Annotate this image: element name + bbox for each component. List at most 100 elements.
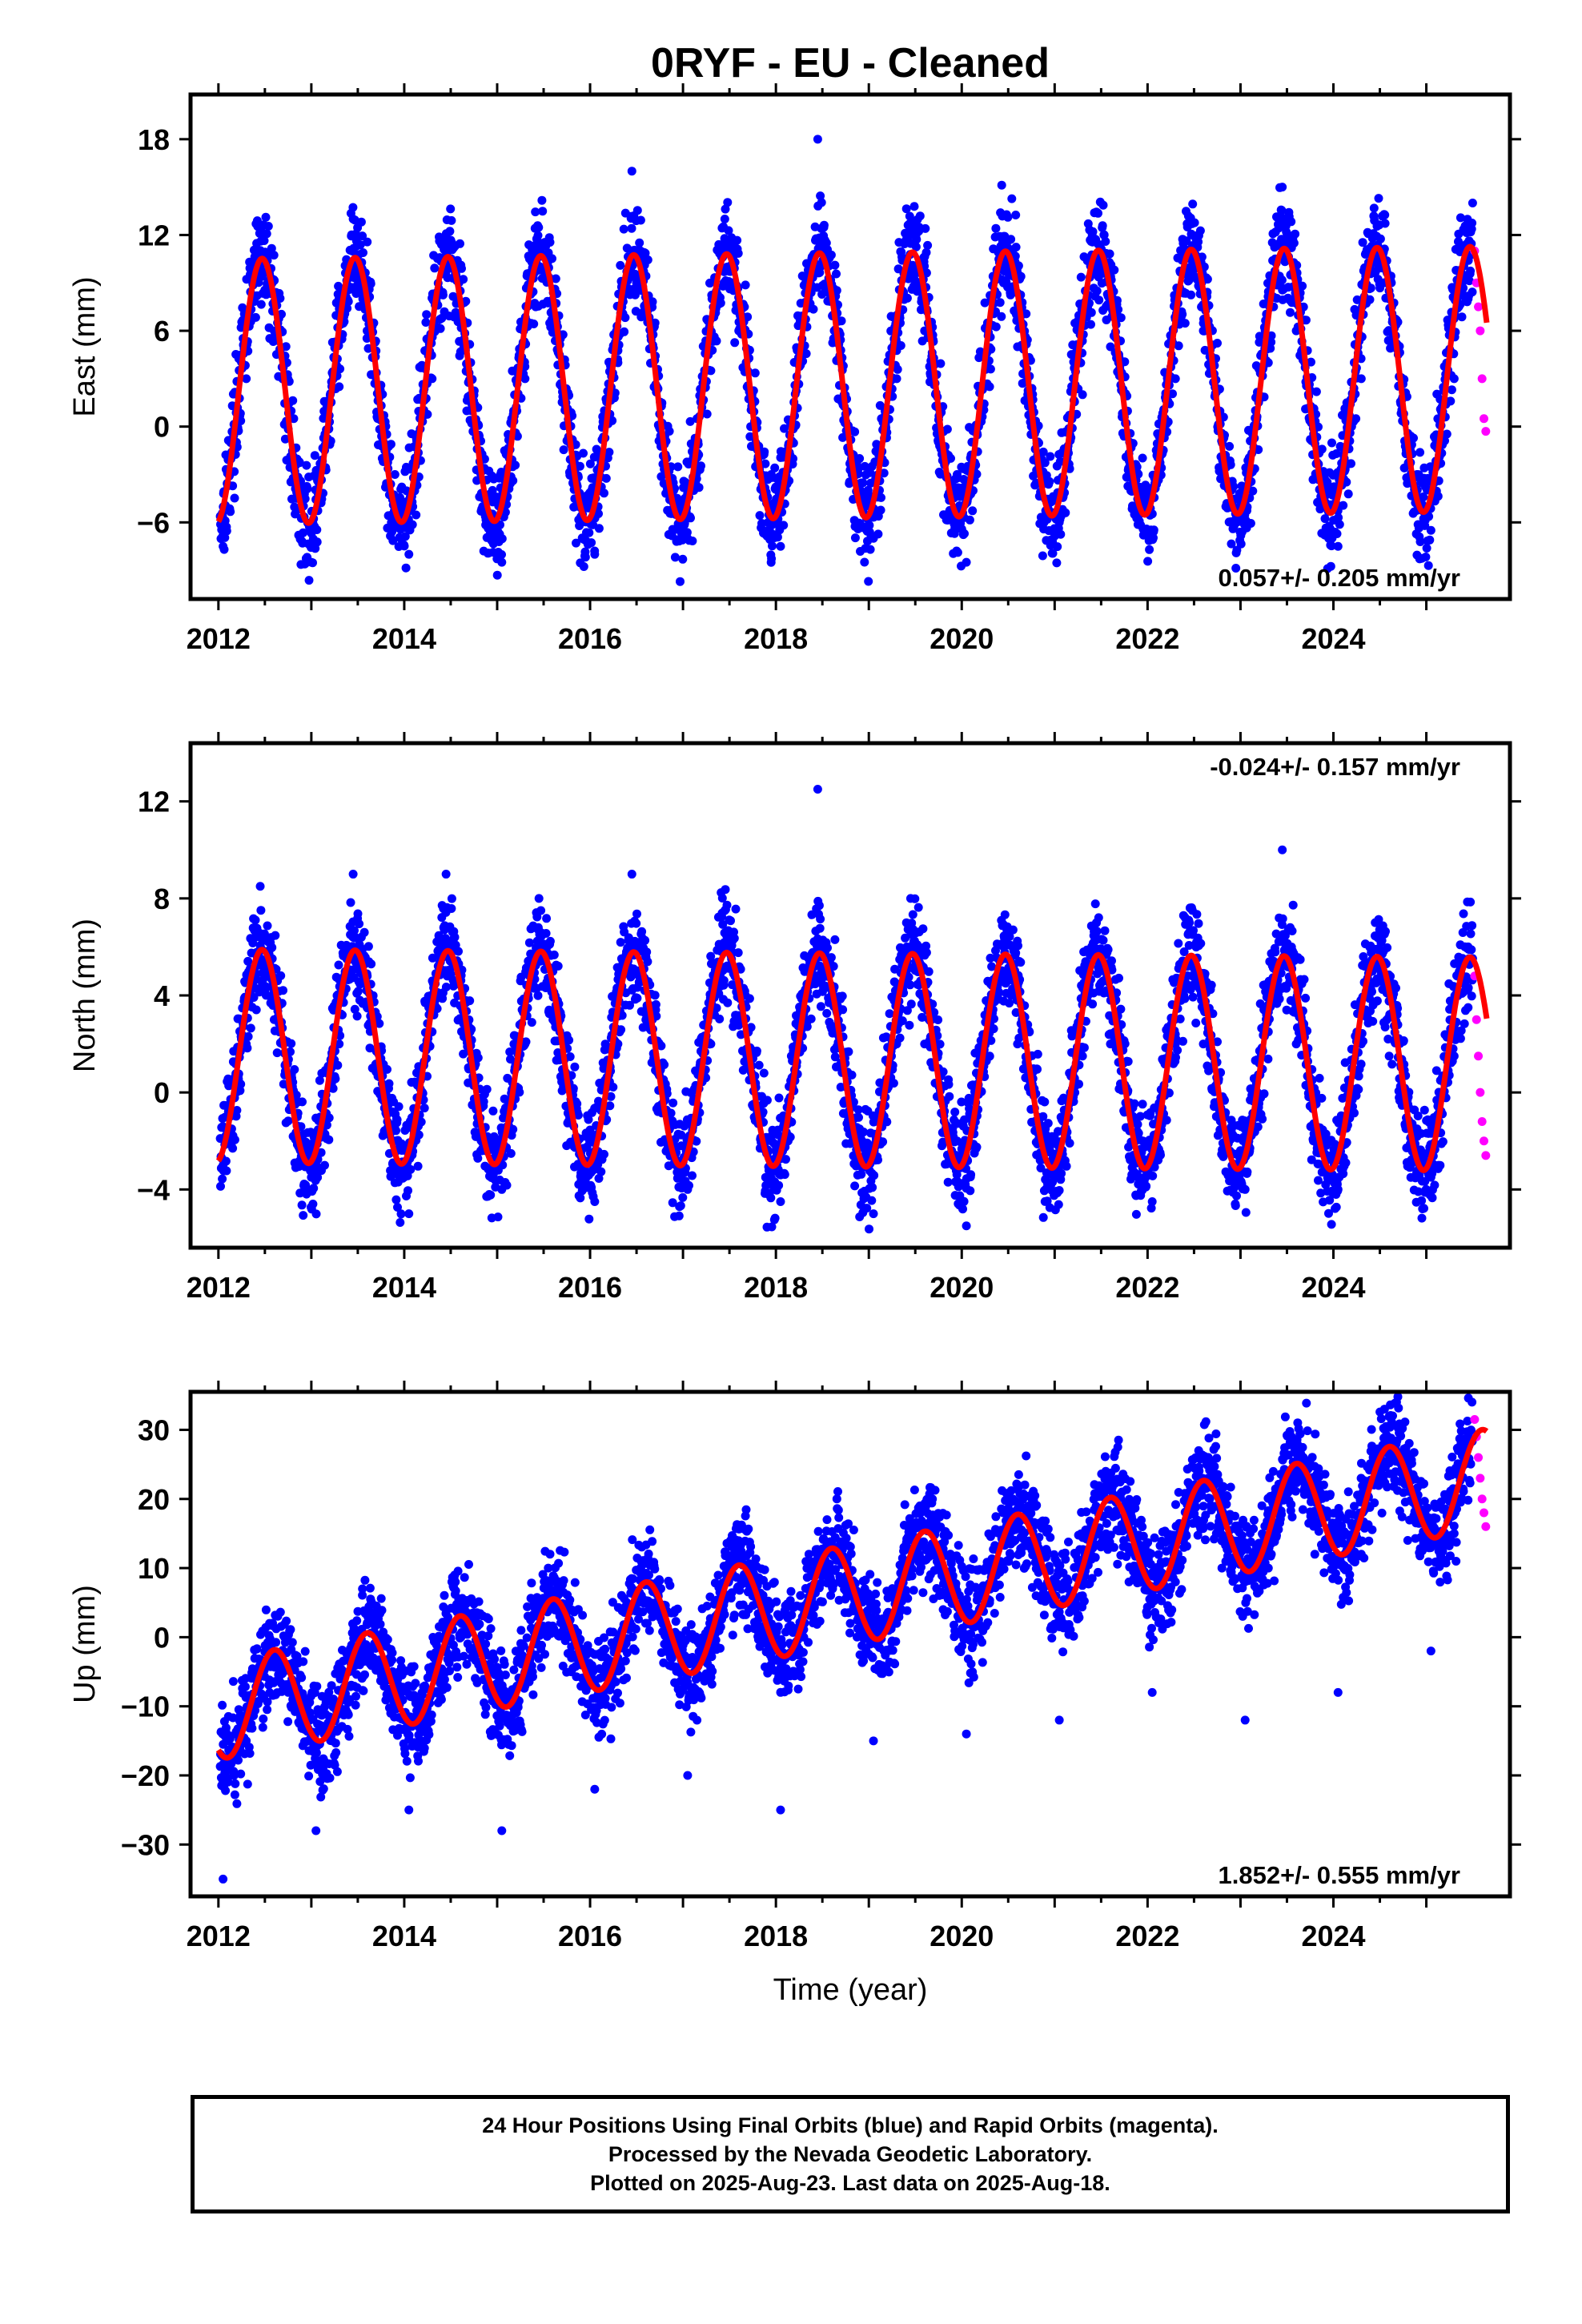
east-final-orbit-point — [1106, 342, 1115, 352]
east-position-point — [312, 525, 322, 534]
east-position-point — [1092, 286, 1102, 296]
east-position-point — [1011, 211, 1021, 219]
north-position-point — [246, 1023, 255, 1033]
north-position-point — [283, 1116, 293, 1126]
east-position-point — [1327, 438, 1336, 448]
east-position-point — [779, 521, 789, 530]
east-position-point — [356, 217, 366, 227]
east-position-point — [579, 448, 588, 458]
east-position-point — [619, 224, 628, 234]
east-position-point — [575, 461, 584, 471]
north-position-point — [355, 919, 364, 929]
east-rapid-orbit-point — [1477, 374, 1487, 384]
east-position-point — [1076, 272, 1086, 282]
east-position-point — [461, 296, 471, 306]
east-final-orbit-point — [1147, 525, 1157, 535]
east-position-point — [893, 364, 902, 374]
east-position-point — [819, 220, 829, 230]
north-position-point — [346, 898, 355, 907]
north-position-point — [216, 1181, 225, 1191]
east-final-orbit-point — [488, 485, 497, 495]
east-position-point — [1332, 529, 1342, 538]
east-position-point — [760, 447, 769, 456]
east-position-point — [1380, 219, 1390, 228]
east-position-point — [1143, 557, 1153, 566]
east-position-point — [412, 510, 421, 520]
east-final-orbit-point — [520, 374, 530, 384]
north-position-point — [473, 1053, 483, 1063]
east-position-point — [1094, 208, 1102, 218]
east-position-point — [1213, 339, 1222, 348]
east-position-point — [584, 528, 594, 537]
north-position-point — [383, 1064, 391, 1074]
east-final-orbit-point — [776, 541, 785, 551]
east-position-point — [343, 297, 353, 306]
east-position-point — [942, 424, 952, 434]
east-position-point — [1421, 553, 1431, 561]
east-position-point — [1335, 520, 1344, 529]
east-final-orbit-point — [390, 469, 400, 479]
east-position-point — [366, 279, 375, 288]
east-position-point — [755, 511, 765, 521]
east-final-orbit-point — [590, 549, 600, 559]
east-position-point — [1442, 429, 1452, 439]
east-position-point — [1098, 200, 1108, 210]
east-position-point — [712, 336, 721, 346]
north-position-point — [506, 1148, 516, 1158]
east-y-tick-label: 6 — [154, 315, 170, 348]
east-position-point — [986, 364, 995, 374]
north-position-point — [420, 1104, 429, 1113]
east-position-point — [1289, 239, 1299, 247]
east-position-point — [1056, 529, 1066, 539]
east-final-orbit-point — [1449, 374, 1459, 384]
east-final-orbit-point — [404, 549, 414, 559]
east-position-point — [1007, 194, 1017, 203]
east-position-point — [1101, 237, 1110, 246]
east-position-point — [456, 239, 464, 248]
north-position-point — [482, 1084, 492, 1094]
east-position-point — [1347, 459, 1355, 468]
east-final-orbit-point — [1333, 541, 1343, 551]
north-position-point — [299, 1211, 308, 1220]
east-final-orbit-point — [335, 382, 344, 392]
east-position-point — [733, 235, 742, 245]
east-rapid-orbit-point — [1481, 427, 1491, 436]
east-final-orbit-point — [683, 533, 693, 543]
north-position-point — [276, 971, 286, 980]
east-position-point — [230, 493, 239, 503]
north-position-point — [413, 1161, 423, 1171]
east-position-point — [733, 248, 743, 258]
east-position-point — [1409, 433, 1418, 443]
east-final-orbit-point — [1054, 517, 1064, 527]
east-position-point — [587, 538, 596, 548]
east-position-point — [300, 494, 310, 504]
east-position-point — [1011, 243, 1021, 252]
north-position-point — [488, 1106, 498, 1116]
east-position-point — [267, 243, 276, 253]
north-position-point — [353, 909, 363, 919]
east-position-point — [741, 280, 750, 290]
east-position-point — [359, 248, 367, 257]
east-position-point — [1339, 501, 1348, 510]
chart-title: 0RYF - EU - Cleaned — [651, 40, 1050, 86]
north-position-point — [297, 1200, 307, 1210]
east-position-point — [1375, 234, 1385, 243]
east-final-orbit-point — [1013, 342, 1022, 352]
east-final-orbit-point — [1278, 183, 1287, 192]
east-final-orbit-point — [307, 557, 316, 567]
north-position-point — [396, 1209, 406, 1219]
panel-east: 2012 2014 2016 2018 2020 2022 2024−6061218East… — [68, 83, 1521, 655]
east-position-point — [665, 427, 674, 436]
east-position-point — [876, 505, 885, 515]
east-position-point — [697, 461, 705, 471]
east-x-tick-label: 2012 — [187, 622, 251, 655]
north-position-point — [308, 1200, 318, 1208]
north-position-point — [493, 1212, 503, 1222]
east-position-point — [1186, 290, 1196, 300]
east-position-point — [676, 577, 685, 586]
east-position-point — [1046, 452, 1055, 461]
east-position-point — [767, 554, 777, 564]
east-position-point — [1380, 210, 1390, 219]
east-position-point — [220, 533, 230, 542]
east-position-point — [694, 483, 704, 493]
